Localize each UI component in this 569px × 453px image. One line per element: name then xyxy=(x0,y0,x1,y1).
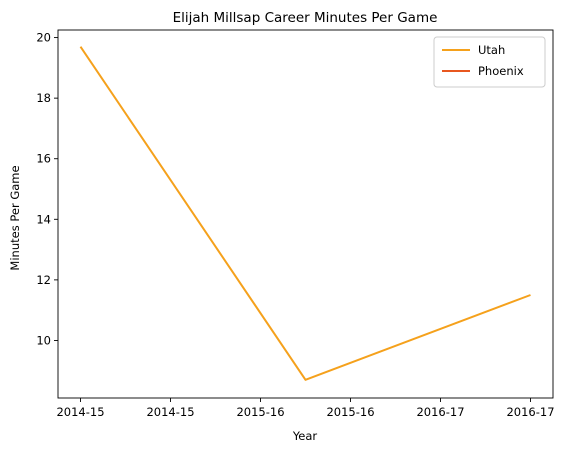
y-tick-label: 14 xyxy=(36,212,51,226)
x-tick-label: 2014-15 xyxy=(56,405,104,419)
y-tick-label: 18 xyxy=(36,91,51,105)
x-tick-label: 2016-17 xyxy=(506,405,554,419)
x-tick-label: 2014-15 xyxy=(146,405,194,419)
y-axis-label: Minutes Per Game xyxy=(8,165,22,270)
chart-title: Elijah Millsap Career Minutes Per Game xyxy=(173,10,438,26)
x-tick-label: 2015-16 xyxy=(326,405,374,419)
legend-label-phoenix: Phoenix xyxy=(478,64,524,78)
x-tick-label: 2016-17 xyxy=(416,405,464,419)
y-tick-label: 10 xyxy=(36,333,51,347)
axes-frame xyxy=(57,29,554,399)
series-line-utah xyxy=(79,46,531,381)
y-tick-label: 12 xyxy=(36,273,51,287)
y-tick-label: 16 xyxy=(36,152,51,166)
x-tick-label: 2015-16 xyxy=(236,405,284,419)
y-tick-label: 20 xyxy=(36,31,51,45)
plot-area: 10 12 14 16 18 20 2014-15 2014-15 2015-16 2015-16… xyxy=(36,29,555,419)
legend-label-utah: Utah xyxy=(478,43,505,57)
x-axis-label: Year xyxy=(292,429,318,443)
legend: Utah Phoenix xyxy=(433,36,546,88)
